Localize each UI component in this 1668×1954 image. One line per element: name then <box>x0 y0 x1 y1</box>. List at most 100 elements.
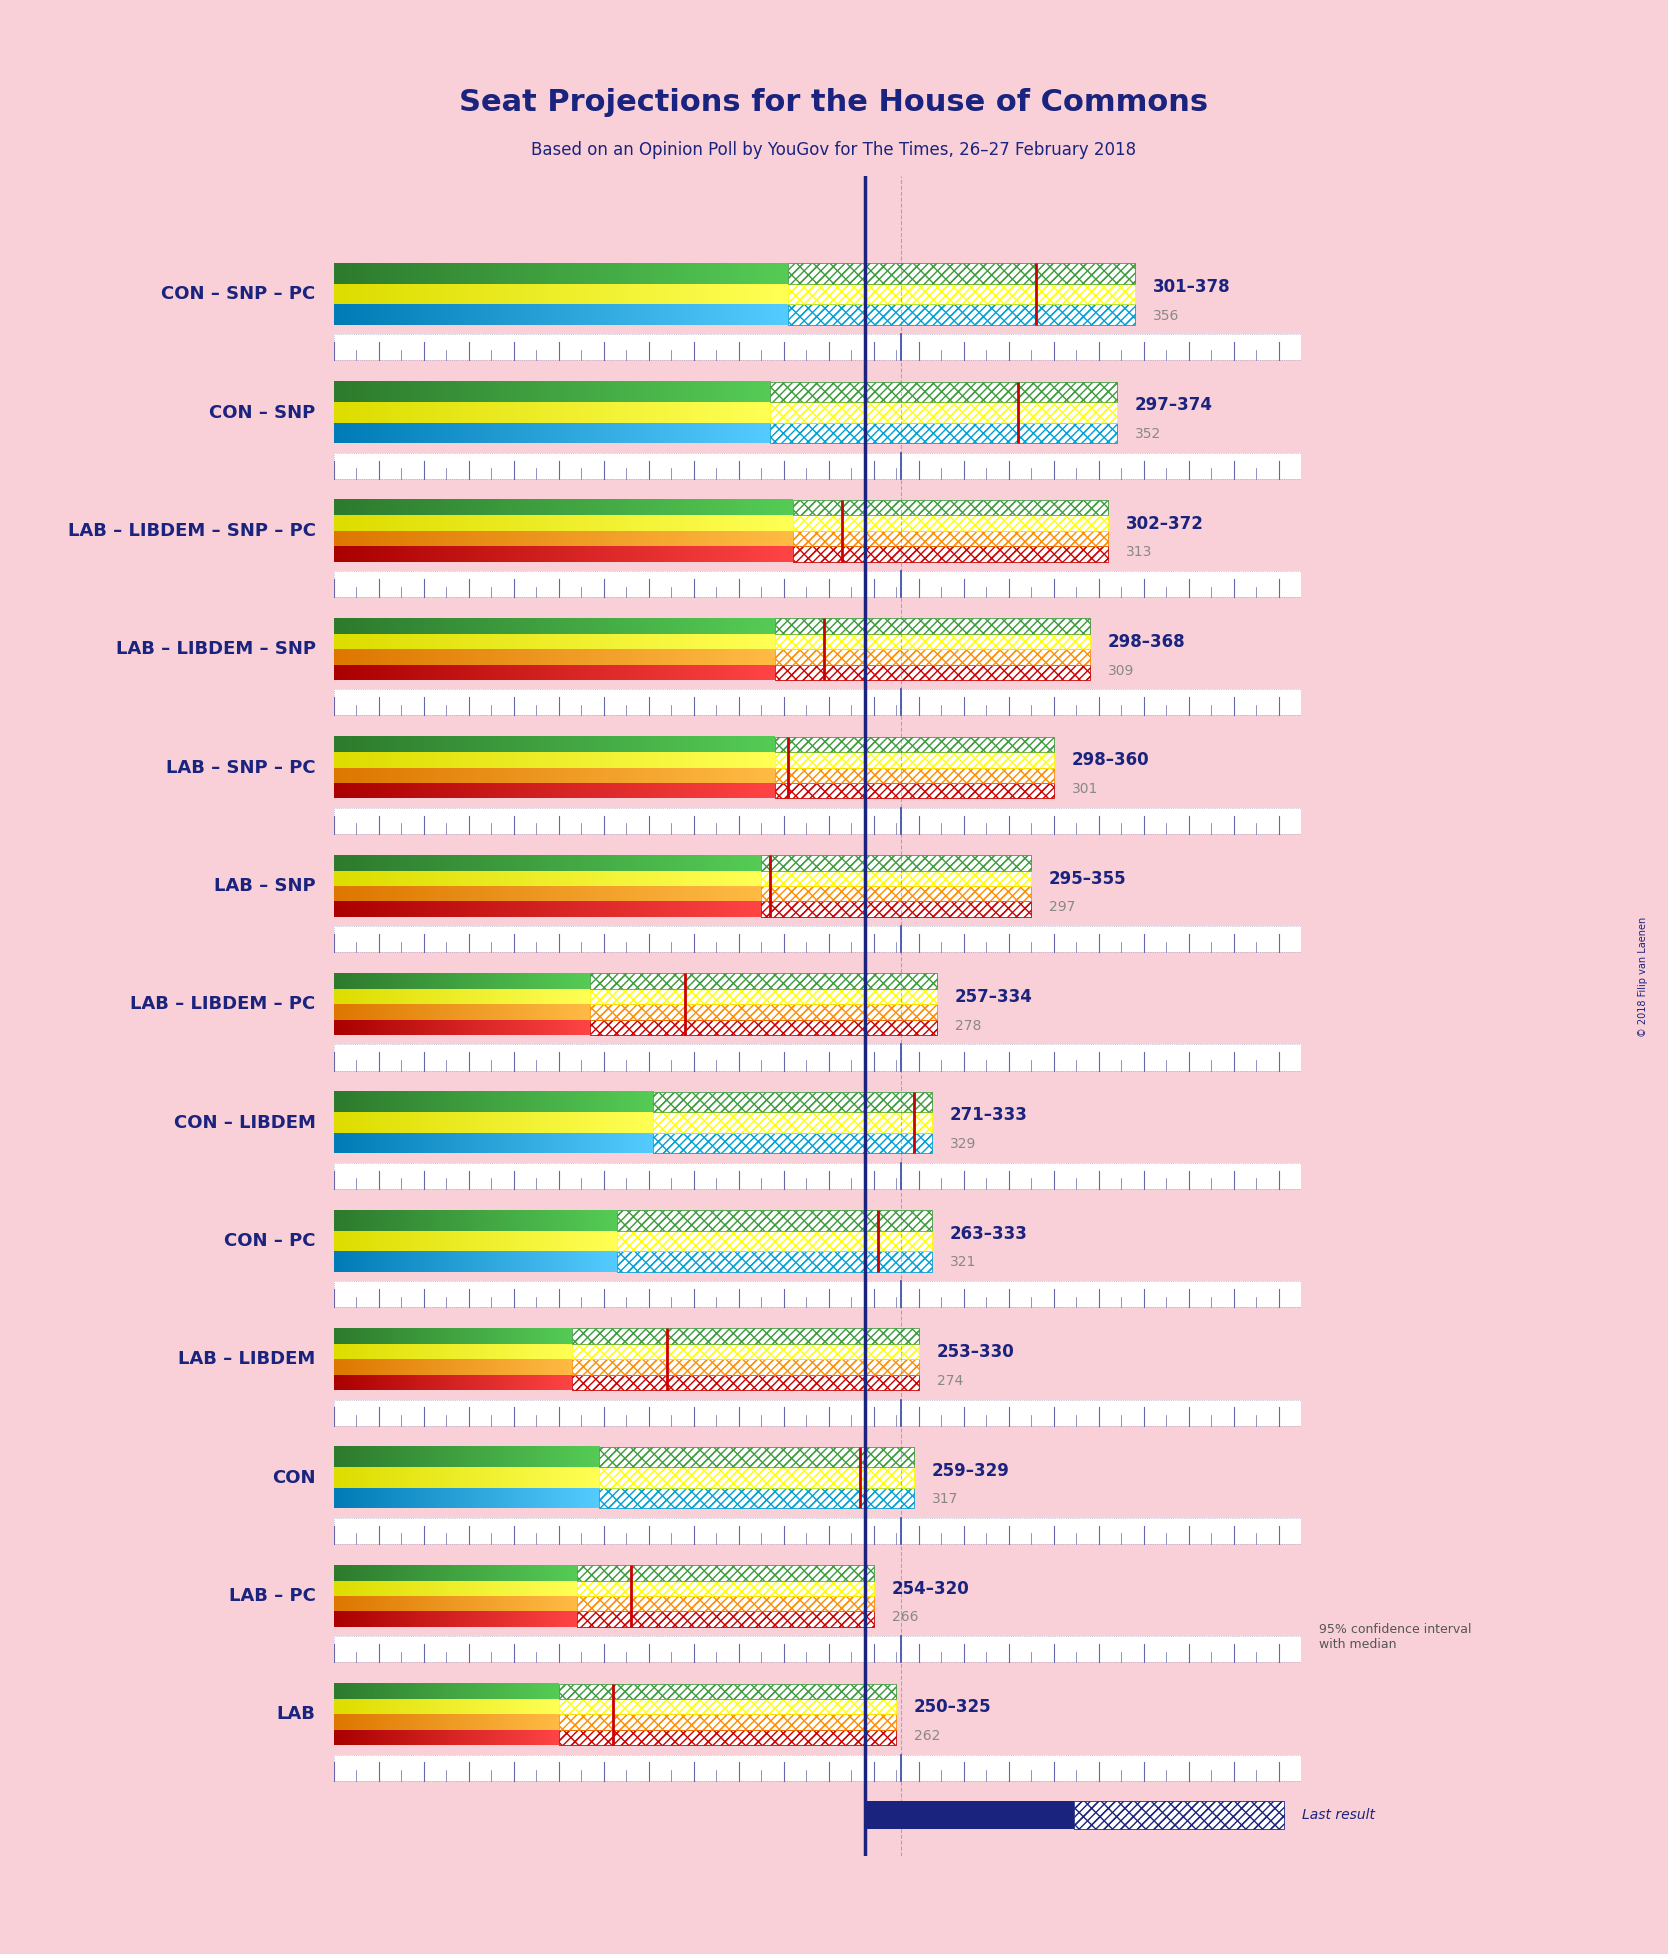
Bar <box>577 1596 874 1612</box>
Text: CON: CON <box>272 1469 315 1487</box>
Bar <box>654 1133 932 1153</box>
Text: Last result: Last result <box>1301 1807 1374 1821</box>
Text: CON – LIBDEM: CON – LIBDEM <box>173 1114 315 1131</box>
Bar <box>774 619 1089 633</box>
Bar <box>590 973 936 989</box>
Bar <box>577 1581 874 1596</box>
Bar <box>577 1612 874 1628</box>
Bar <box>774 633 1089 649</box>
Bar <box>787 264 1134 283</box>
Bar <box>599 1467 914 1487</box>
Bar <box>761 856 1031 871</box>
Bar <box>559 1684 896 1698</box>
Bar <box>334 571 1301 598</box>
Bar <box>577 1612 874 1628</box>
Text: 356: 356 <box>1153 309 1179 322</box>
Bar <box>334 1282 1301 1307</box>
Bar <box>617 1231 932 1251</box>
Text: 298–360: 298–360 <box>1071 752 1149 770</box>
Text: 301–378: 301–378 <box>1153 277 1231 297</box>
Bar <box>787 283 1134 305</box>
Bar <box>787 283 1134 305</box>
Bar <box>787 264 1134 283</box>
Text: 250–325: 250–325 <box>914 1698 992 1716</box>
Bar <box>577 1565 874 1581</box>
Bar <box>787 305 1134 324</box>
Bar <box>559 1698 896 1714</box>
Bar <box>787 283 1134 305</box>
Bar <box>334 1635 1301 1663</box>
Bar <box>654 1133 932 1153</box>
Text: 302–372: 302–372 <box>1126 514 1203 533</box>
Bar <box>1074 1802 1284 1829</box>
Bar <box>774 752 1054 768</box>
Bar <box>774 664 1089 680</box>
Bar <box>334 1399 1301 1426</box>
Bar <box>590 1020 936 1036</box>
Bar <box>654 1092 932 1112</box>
Bar <box>792 500 1108 516</box>
Bar <box>771 422 1116 444</box>
Bar <box>572 1344 919 1360</box>
Bar <box>559 1714 896 1729</box>
Bar <box>774 768 1054 784</box>
Bar <box>577 1565 874 1581</box>
Bar <box>617 1251 932 1272</box>
Text: © 2018 Filip van Laenen: © 2018 Filip van Laenen <box>1638 916 1648 1038</box>
Bar <box>590 989 936 1004</box>
Text: 309: 309 <box>1108 664 1134 678</box>
Bar <box>577 1596 874 1612</box>
Bar <box>654 1133 932 1153</box>
Bar <box>792 516 1108 531</box>
Bar <box>774 664 1089 680</box>
Text: 352: 352 <box>1134 426 1161 442</box>
Bar <box>774 737 1054 752</box>
Bar <box>771 422 1116 444</box>
Text: 266: 266 <box>892 1610 917 1624</box>
Bar <box>334 1282 1301 1307</box>
Bar <box>654 1092 932 1112</box>
Text: 301: 301 <box>1071 782 1098 795</box>
Bar <box>774 752 1054 768</box>
Bar <box>577 1596 874 1612</box>
Bar <box>334 1518 1301 1544</box>
Bar <box>559 1684 896 1698</box>
Bar <box>590 1020 936 1036</box>
Text: 274: 274 <box>936 1374 962 1387</box>
Bar <box>590 1004 936 1020</box>
Bar <box>617 1210 932 1231</box>
Bar <box>334 807 1301 834</box>
Text: CON – SNP: CON – SNP <box>210 404 315 422</box>
Bar <box>572 1344 919 1360</box>
Bar <box>599 1446 914 1467</box>
Bar <box>774 784 1054 799</box>
Bar <box>771 422 1116 444</box>
Bar <box>559 1714 896 1729</box>
Bar <box>792 516 1108 531</box>
Text: 254–320: 254–320 <box>892 1581 969 1598</box>
Bar <box>559 1729 896 1745</box>
Bar <box>590 1004 936 1020</box>
Bar <box>572 1344 919 1360</box>
Text: 313: 313 <box>1126 545 1153 559</box>
Bar <box>792 531 1108 547</box>
Bar <box>334 453 1301 479</box>
Bar <box>617 1231 932 1251</box>
Bar <box>572 1376 919 1389</box>
Bar <box>590 1020 936 1036</box>
Bar <box>334 807 1301 834</box>
Bar <box>654 1112 932 1133</box>
Text: CON – SNP – PC: CON – SNP – PC <box>162 285 315 303</box>
Text: LAB – SNP – PC: LAB – SNP – PC <box>167 758 315 776</box>
Text: 253–330: 253–330 <box>936 1342 1014 1362</box>
Bar <box>334 926 1301 952</box>
Bar <box>771 381 1116 403</box>
Bar <box>774 768 1054 784</box>
Text: 298–368: 298–368 <box>1108 633 1186 651</box>
Bar <box>590 973 936 989</box>
Bar <box>572 1360 919 1376</box>
Bar <box>599 1487 914 1508</box>
Bar <box>761 885 1031 901</box>
Bar <box>334 1755 1301 1780</box>
Bar <box>774 737 1054 752</box>
